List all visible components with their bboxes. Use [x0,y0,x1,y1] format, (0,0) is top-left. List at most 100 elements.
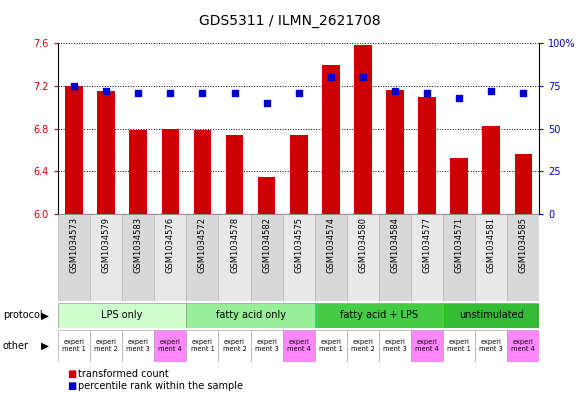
Bar [186,330,219,362]
Bar [443,214,475,301]
Bar [514,154,532,214]
Bar [450,158,468,214]
Bar [129,130,147,214]
Bar [475,214,508,301]
Point [519,90,528,96]
Text: GSM1034583: GSM1034583 [134,217,143,273]
Text: experi
ment 1: experi ment 1 [319,339,343,353]
Point [358,74,368,81]
Point [294,90,303,96]
Point [455,95,464,101]
Text: experi
ment 1: experi ment 1 [447,339,471,353]
Text: experi
ment 4: experi ment 4 [158,339,182,353]
Text: ■: ■ [67,381,76,391]
Text: other: other [3,341,29,351]
Bar [379,214,411,301]
Text: GSM1034579: GSM1034579 [102,217,111,273]
Text: GSM1034580: GSM1034580 [358,217,367,273]
Text: GSM1034582: GSM1034582 [262,217,271,273]
Bar [282,330,315,362]
Bar [186,303,315,328]
Bar [379,330,411,362]
Text: GSM1034578: GSM1034578 [230,217,239,273]
Bar [122,330,154,362]
Bar [90,330,122,362]
Bar [443,303,539,328]
Bar [354,45,372,214]
Text: GSM1034575: GSM1034575 [294,217,303,273]
Bar [347,214,379,301]
Bar [97,91,115,214]
Bar [386,90,404,214]
Point [262,100,271,106]
Bar [154,214,186,301]
Text: GSM1034574: GSM1034574 [327,217,335,273]
Bar [315,303,443,328]
Point [487,88,496,94]
Bar [315,214,347,301]
Point [133,90,143,96]
Bar [251,330,282,362]
Text: GSM1034584: GSM1034584 [390,217,400,273]
Point [230,90,239,96]
Bar [411,330,443,362]
Bar [58,303,186,328]
Text: GSM1034576: GSM1034576 [166,217,175,273]
Bar [443,330,475,362]
Point [198,90,207,96]
Bar [315,330,347,362]
Bar [186,214,219,301]
Text: experi
ment 4: experi ment 4 [415,339,439,353]
Point [166,90,175,96]
Text: GSM1034571: GSM1034571 [455,217,463,273]
Text: experi
ment 2: experi ment 2 [351,339,375,353]
Text: ▶: ▶ [41,341,49,351]
Bar [219,214,251,301]
Text: experi
ment 1: experi ment 1 [62,339,86,353]
Bar [258,177,275,214]
Bar [411,214,443,301]
Text: ■: ■ [67,369,76,379]
Text: protocol: protocol [3,310,42,320]
Bar [161,129,179,214]
Bar [290,135,307,214]
Bar [58,330,90,362]
Bar [347,330,379,362]
Bar [122,214,154,301]
Bar [194,130,211,214]
Text: experi
ment 4: experi ment 4 [287,339,311,353]
Text: experi
ment 4: experi ment 4 [512,339,535,353]
Bar [65,86,83,214]
Bar [475,330,508,362]
Text: GSM1034585: GSM1034585 [519,217,528,273]
Bar [418,97,436,214]
Bar [508,330,539,362]
Text: transformed count: transformed count [78,369,169,379]
Text: experi
ment 3: experi ment 3 [126,339,150,353]
Text: experi
ment 3: experi ment 3 [255,339,278,353]
Text: unstimulated: unstimulated [459,310,524,320]
Text: GSM1034577: GSM1034577 [423,217,432,273]
Point [70,83,79,89]
Bar [282,214,315,301]
Bar [219,330,251,362]
Text: experi
ment 1: experi ment 1 [191,339,214,353]
Bar [154,330,186,362]
Point [102,88,111,94]
Bar [508,214,539,301]
Text: experi
ment 2: experi ment 2 [94,339,118,353]
Text: GSM1034581: GSM1034581 [487,217,496,273]
Text: ▶: ▶ [41,310,49,320]
Text: GSM1034573: GSM1034573 [70,217,78,273]
Text: fatty acid only: fatty acid only [216,310,285,320]
Bar [90,214,122,301]
Bar [226,135,244,214]
Text: experi
ment 3: experi ment 3 [383,339,407,353]
Bar [58,214,90,301]
Text: GSM1034572: GSM1034572 [198,217,207,273]
Point [422,90,432,96]
Text: experi
ment 3: experi ment 3 [480,339,503,353]
Point [390,88,400,94]
Point [326,74,335,81]
Text: LPS only: LPS only [102,310,143,320]
